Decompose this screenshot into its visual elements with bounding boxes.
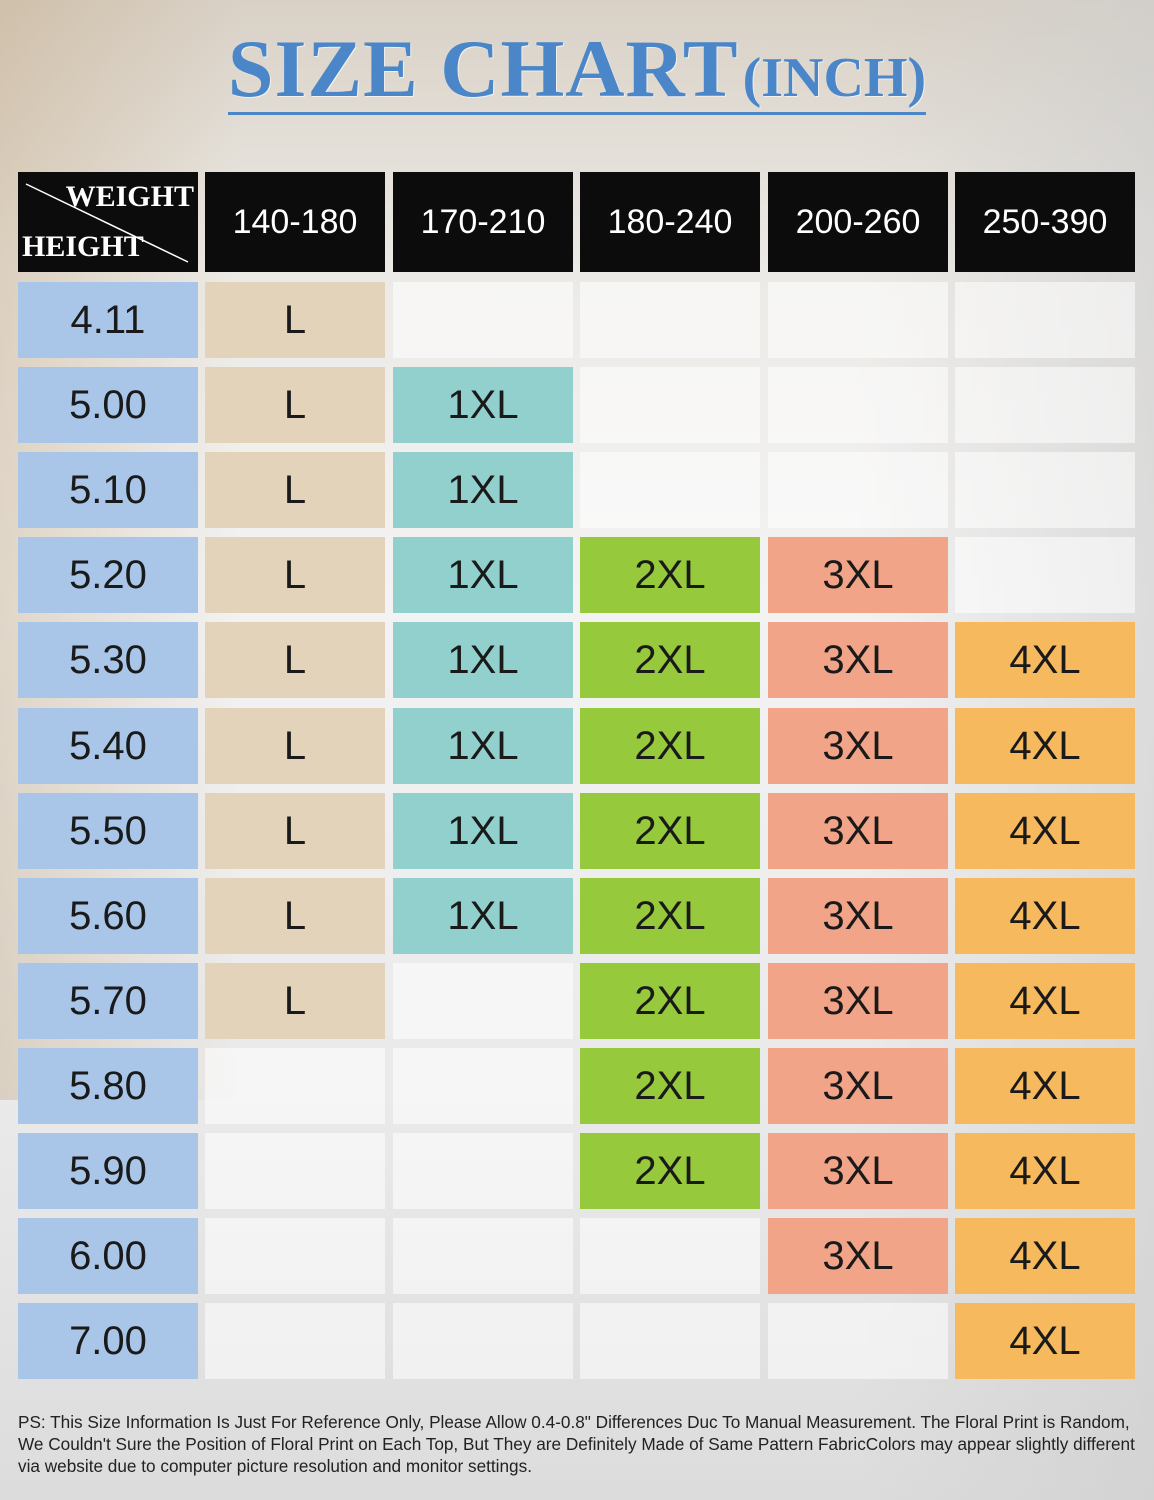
- empty-cell: [955, 452, 1135, 528]
- empty-cell: [393, 282, 573, 358]
- empty-cell: [393, 1048, 573, 1124]
- height-row-label: 6.00: [18, 1218, 198, 1294]
- size-cell: 3XL: [768, 1048, 948, 1124]
- size-cell: 2XL: [580, 963, 760, 1039]
- size-cell: 4XL: [955, 622, 1135, 698]
- size-cell: L: [205, 708, 385, 784]
- size-cell: 2XL: [580, 537, 760, 613]
- disclaimer-note: PS: This Size Information Is Just For Re…: [18, 1412, 1135, 1476]
- size-cell: 1XL: [393, 878, 573, 954]
- size-cell: 4XL: [955, 963, 1135, 1039]
- height-row-label: 5.20: [18, 537, 198, 613]
- size-cell: 3XL: [768, 1218, 948, 1294]
- size-cell: 3XL: [768, 1133, 948, 1209]
- size-cell: 4XL: [955, 1133, 1135, 1209]
- height-row-label: 5.40: [18, 708, 198, 784]
- empty-cell: [955, 282, 1135, 358]
- size-cell: 4XL: [955, 708, 1135, 784]
- size-cell: 3XL: [768, 708, 948, 784]
- weight-column-header: 200-260: [768, 172, 948, 272]
- empty-cell: [580, 1303, 760, 1379]
- size-cell: 2XL: [580, 1048, 760, 1124]
- corner-cell: WEIGHT HEIGHT: [18, 172, 198, 272]
- empty-cell: [580, 282, 760, 358]
- size-cell: 2XL: [580, 708, 760, 784]
- empty-cell: [205, 1303, 385, 1379]
- empty-cell: [768, 452, 948, 528]
- empty-cell: [955, 367, 1135, 443]
- size-cell: 1XL: [393, 367, 573, 443]
- size-cell: 3XL: [768, 537, 948, 613]
- size-cell: 1XL: [393, 622, 573, 698]
- empty-cell: [393, 963, 573, 1039]
- weight-axis-label: WEIGHT: [65, 180, 194, 213]
- weight-column-header: 140-180: [205, 172, 385, 272]
- empty-cell: [580, 367, 760, 443]
- size-cell: 1XL: [393, 452, 573, 528]
- size-cell: L: [205, 537, 385, 613]
- page-title: SIZE CHART (INCH): [227, 28, 927, 115]
- size-cell: L: [205, 878, 385, 954]
- empty-cell: [393, 1133, 573, 1209]
- title-block: SIZE CHART (INCH): [0, 28, 1154, 115]
- empty-cell: [580, 1218, 760, 1294]
- size-cell: 1XL: [393, 793, 573, 869]
- empty-cell: [205, 1218, 385, 1294]
- size-cell: 4XL: [955, 1218, 1135, 1294]
- size-cell: 4XL: [955, 1303, 1135, 1379]
- size-cell: 4XL: [955, 878, 1135, 954]
- size-cell: L: [205, 452, 385, 528]
- weight-column-header: 180-240: [580, 172, 760, 272]
- height-row-label: 5.10: [18, 452, 198, 528]
- size-cell: 1XL: [393, 708, 573, 784]
- title-main: SIZE CHART: [227, 23, 739, 114]
- weight-column-header: 250-390: [955, 172, 1135, 272]
- height-axis-label: HEIGHT: [22, 230, 144, 263]
- size-cell: L: [205, 367, 385, 443]
- size-cell: 2XL: [580, 793, 760, 869]
- size-cell: 1XL: [393, 537, 573, 613]
- empty-cell: [205, 1133, 385, 1209]
- empty-cell: [955, 537, 1135, 613]
- height-row-label: 5.00: [18, 367, 198, 443]
- height-row-label: 5.50: [18, 793, 198, 869]
- height-row-label: 5.90: [18, 1133, 198, 1209]
- height-row-label: 5.70: [18, 963, 198, 1039]
- size-cell: L: [205, 282, 385, 358]
- size-cell: 4XL: [955, 793, 1135, 869]
- height-row-label: 5.30: [18, 622, 198, 698]
- empty-cell: [205, 1048, 385, 1124]
- empty-cell: [393, 1303, 573, 1379]
- empty-cell: [393, 1218, 573, 1294]
- size-cell: L: [205, 793, 385, 869]
- size-cell: 4XL: [955, 1048, 1135, 1124]
- size-cell: 2XL: [580, 622, 760, 698]
- size-cell: 2XL: [580, 1133, 760, 1209]
- size-cell: 3XL: [768, 622, 948, 698]
- height-row-label: 4.11: [18, 282, 198, 358]
- corner-diagonal: [25, 183, 189, 263]
- weight-column-header: 170-210: [393, 172, 573, 272]
- height-row-label: 5.60: [18, 878, 198, 954]
- empty-cell: [580, 452, 760, 528]
- size-cell: 3XL: [768, 878, 948, 954]
- empty-cell: [768, 367, 948, 443]
- size-cell: L: [205, 963, 385, 1039]
- empty-cell: [768, 1303, 948, 1379]
- size-cell: L: [205, 622, 385, 698]
- size-cell: 3XL: [768, 963, 948, 1039]
- title-unit: (INCH): [742, 47, 927, 109]
- size-cell: 2XL: [580, 878, 760, 954]
- empty-cell: [768, 282, 948, 358]
- size-cell: 3XL: [768, 793, 948, 869]
- height-row-label: 5.80: [18, 1048, 198, 1124]
- height-row-label: 7.00: [18, 1303, 198, 1379]
